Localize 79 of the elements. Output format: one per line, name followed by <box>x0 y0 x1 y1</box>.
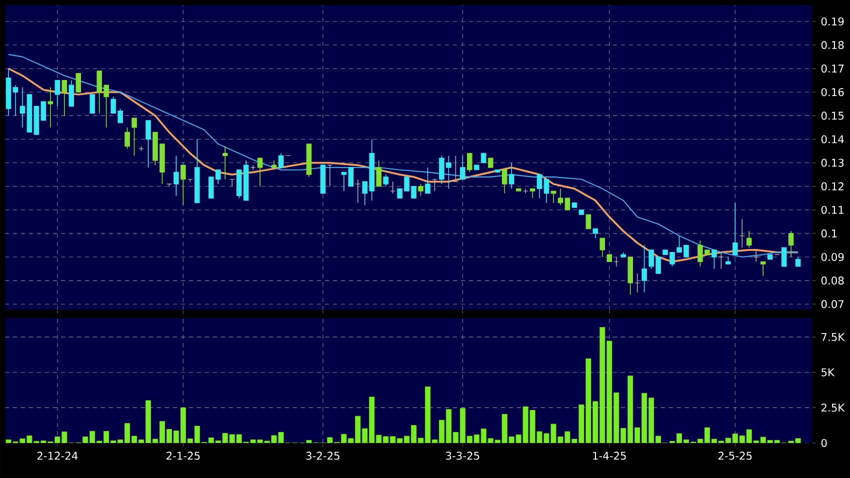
candlestick <box>425 167 430 194</box>
y-tick-label: 7.5K <box>822 333 845 342</box>
candlestick <box>180 164 186 206</box>
candlestick <box>795 256 801 267</box>
y-tick-label: 0.08 <box>821 276 844 285</box>
candlestick <box>174 155 179 196</box>
candlestick <box>20 87 26 128</box>
candlestick <box>90 94 95 114</box>
y-tick-label: 0.19 <box>821 17 844 26</box>
candlestick <box>614 256 620 267</box>
y-tick-label: 0.12 <box>821 182 844 190</box>
candlestick <box>753 250 759 262</box>
y-tick-label: 5K <box>822 368 835 376</box>
candlestick <box>466 152 472 173</box>
y-tick-label: 0.15 <box>821 112 844 120</box>
candlestick <box>229 178 235 187</box>
y-tick-label: 0.18 <box>821 40 844 50</box>
candlestick <box>530 188 536 199</box>
candlestick <box>781 247 787 267</box>
candlestick <box>460 155 466 180</box>
y-tick-label: 0.07 <box>821 300 844 308</box>
candlestick <box>788 230 794 258</box>
candlestick <box>418 184 424 196</box>
y-tick-label: 0.13 <box>821 158 844 167</box>
y-tick-label: 0.16 <box>821 88 844 96</box>
candlestick <box>592 228 598 239</box>
candlestick <box>48 87 54 128</box>
candlestick <box>712 250 717 270</box>
candlestick <box>146 120 151 168</box>
candlestick <box>222 146 228 180</box>
candlestick <box>536 174 542 199</box>
candlestick <box>642 244 647 293</box>
candlestick <box>550 190 556 204</box>
candlestick <box>390 181 396 194</box>
candlestick <box>132 118 137 156</box>
candlestick <box>718 252 724 270</box>
y-tick-label: 0.1 <box>821 229 837 238</box>
candlestick <box>68 80 74 107</box>
y-tick-label: 0.11 <box>821 206 844 214</box>
candlestick <box>355 178 360 204</box>
candlestick <box>522 188 528 194</box>
candlestick <box>383 174 388 187</box>
candlestick <box>732 202 738 256</box>
candlestick <box>564 198 570 210</box>
candlestick <box>488 158 494 168</box>
candlestick <box>634 273 640 293</box>
candlestick <box>327 164 333 187</box>
candlestick <box>480 153 486 164</box>
x-tick-label: 3-2-25 <box>306 452 340 460</box>
candlestick <box>586 214 592 230</box>
y-tick-label: 2.5K <box>821 404 845 412</box>
candlestick <box>12 84 18 116</box>
candlestick <box>453 155 458 182</box>
x-tick-label: 1-4-25 <box>593 452 626 460</box>
x-tick-label: 2-1-25 <box>166 452 200 460</box>
y-tick-label: 0 <box>821 438 827 448</box>
candlestick <box>257 158 263 187</box>
candlestick <box>76 72 82 92</box>
candlestick <box>508 162 514 190</box>
y-tick-label: 0.09 <box>821 252 844 262</box>
y-tick-label: 0.14 <box>821 135 844 144</box>
candlestick <box>432 178 438 192</box>
candlestick <box>746 230 752 248</box>
candlestick <box>124 127 130 150</box>
x-tick-label: 2-12-24 <box>37 452 78 460</box>
x-tick-label: 3-3-25 <box>446 452 480 460</box>
candlestick <box>250 164 256 170</box>
candlestick <box>376 160 382 187</box>
candlestick <box>54 80 60 107</box>
candlestick <box>739 218 745 248</box>
candlestick <box>502 169 508 194</box>
y-tick-label: 0.17 <box>821 64 844 73</box>
candlestick <box>62 80 68 116</box>
x-tick-label: 2-5-25 <box>718 452 752 460</box>
candlestick <box>278 152 284 168</box>
candlestick <box>544 178 550 204</box>
candlestick <box>760 261 766 276</box>
candlestick <box>600 238 606 258</box>
candlestick <box>40 101 46 121</box>
